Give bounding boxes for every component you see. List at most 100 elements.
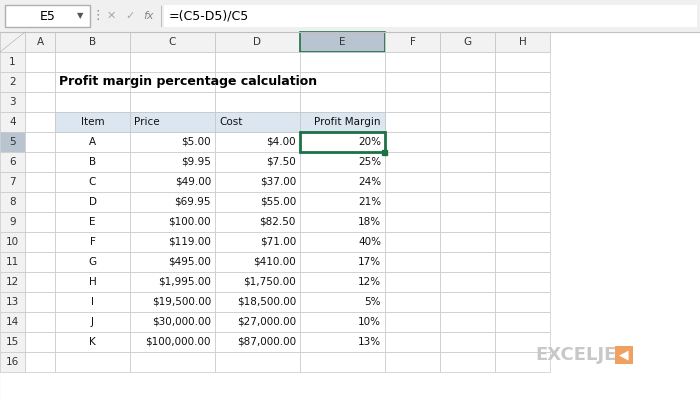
Text: $9.95: $9.95: [181, 157, 211, 167]
Text: 9: 9: [9, 217, 16, 227]
Bar: [495, 152, 550, 172]
Text: $100.00: $100.00: [169, 217, 211, 227]
Bar: [300, 132, 385, 152]
Text: Cost: Cost: [219, 117, 242, 127]
Bar: [25, 152, 55, 172]
Bar: [495, 272, 550, 292]
Text: 12: 12: [6, 277, 19, 287]
Bar: [25, 172, 55, 192]
Text: $87,000.00: $87,000.00: [237, 337, 296, 347]
Bar: [300, 72, 385, 92]
Text: $495.00: $495.00: [168, 257, 211, 267]
Bar: [130, 32, 215, 52]
Bar: [440, 352, 495, 372]
Text: J: J: [91, 317, 94, 327]
Bar: [440, 32, 495, 52]
Bar: [385, 132, 440, 152]
Bar: [25, 212, 55, 232]
Text: G: G: [88, 257, 97, 267]
Bar: [385, 72, 440, 92]
Bar: [440, 272, 495, 292]
Text: E5: E5: [40, 10, 55, 22]
Text: Profit Margin: Profit Margin: [314, 117, 381, 127]
Bar: [300, 232, 385, 252]
Bar: [215, 272, 300, 292]
Text: 3: 3: [9, 97, 16, 107]
Bar: [440, 92, 495, 112]
Bar: [215, 292, 300, 312]
Bar: [25, 32, 55, 52]
Bar: [130, 312, 215, 332]
Text: $5.00: $5.00: [181, 137, 211, 147]
Bar: [25, 352, 55, 372]
Bar: [300, 332, 385, 352]
Text: ▼: ▼: [77, 12, 83, 20]
Bar: [440, 52, 495, 72]
Bar: [55, 332, 130, 352]
Text: $18,500.00: $18,500.00: [237, 297, 296, 307]
Bar: [25, 232, 55, 252]
Text: $1,995.00: $1,995.00: [158, 277, 211, 287]
Bar: [55, 252, 130, 272]
Bar: [130, 152, 215, 172]
Bar: [0, 152, 25, 172]
Bar: [385, 172, 440, 192]
Bar: [495, 32, 550, 52]
Bar: [495, 52, 550, 72]
Text: $1,750.00: $1,750.00: [244, 277, 296, 287]
Text: $30,000.00: $30,000.00: [152, 317, 211, 327]
Text: 16: 16: [6, 357, 19, 367]
Bar: [25, 112, 55, 132]
Bar: [164, 5, 697, 27]
Text: 17%: 17%: [358, 257, 381, 267]
Bar: [130, 212, 215, 232]
Bar: [440, 132, 495, 152]
Text: 11: 11: [6, 257, 19, 267]
Bar: [215, 172, 300, 192]
Bar: [0, 52, 25, 72]
Bar: [495, 132, 550, 152]
Bar: [215, 52, 300, 72]
Bar: [130, 352, 215, 372]
Text: $37.00: $37.00: [260, 177, 296, 187]
Bar: [215, 72, 300, 92]
Text: 18%: 18%: [358, 217, 381, 227]
Bar: [0, 252, 25, 272]
Bar: [130, 332, 215, 352]
Bar: [130, 52, 215, 72]
Bar: [495, 352, 550, 372]
Text: H: H: [89, 277, 97, 287]
Bar: [300, 92, 385, 112]
Bar: [55, 112, 130, 132]
Bar: [215, 132, 300, 152]
Text: $27,000.00: $27,000.00: [237, 317, 296, 327]
Text: F: F: [90, 237, 95, 247]
Bar: [300, 32, 385, 52]
Bar: [25, 292, 55, 312]
Bar: [385, 312, 440, 332]
Bar: [215, 32, 300, 52]
Text: F: F: [410, 37, 415, 47]
Text: A: A: [89, 137, 96, 147]
Text: $82.50: $82.50: [260, 217, 296, 227]
Text: E: E: [90, 217, 96, 227]
Bar: [215, 152, 300, 172]
Text: 10%: 10%: [358, 317, 381, 327]
Bar: [300, 112, 385, 132]
Bar: [300, 172, 385, 192]
Bar: [55, 152, 130, 172]
Text: $55.00: $55.00: [260, 197, 296, 207]
Bar: [130, 252, 215, 272]
Bar: [55, 352, 130, 372]
Text: $19,500.00: $19,500.00: [152, 297, 211, 307]
Bar: [55, 232, 130, 252]
Text: EXCELJET: EXCELJET: [535, 346, 629, 364]
Bar: [385, 292, 440, 312]
Bar: [0, 112, 25, 132]
Bar: [55, 292, 130, 312]
Bar: [440, 112, 495, 132]
Text: B: B: [89, 157, 96, 167]
Text: 6: 6: [9, 157, 16, 167]
Bar: [300, 212, 385, 232]
Bar: [300, 352, 385, 372]
